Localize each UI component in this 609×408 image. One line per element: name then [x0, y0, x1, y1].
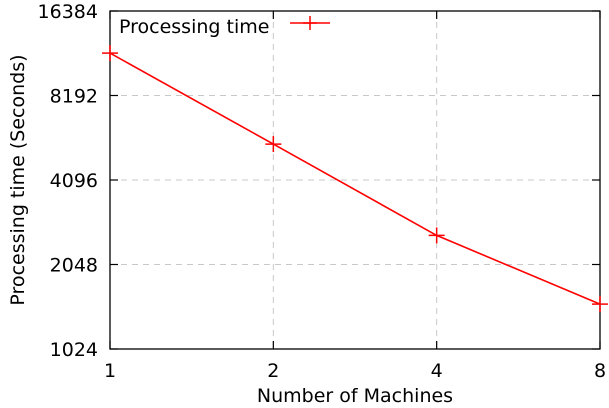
- grid-lines: [110, 11, 600, 349]
- data-point-marker: [265, 136, 282, 153]
- x-tick-label: 1: [104, 360, 116, 382]
- y-tick-label: 1024: [50, 339, 98, 361]
- x-axis-title: Number of Machines: [257, 385, 453, 407]
- data-point-marker: [428, 227, 445, 244]
- y-axis-title: Processing time (Seconds): [7, 54, 29, 305]
- x-tick-label: 8: [594, 360, 606, 382]
- y-tick-label: 8192: [50, 86, 98, 108]
- x-tick-labels: 1 2 4 8: [104, 360, 606, 382]
- tick-marks: [109, 10, 601, 350]
- y-tick-label: 2048: [50, 255, 98, 277]
- x-tick-label: 2: [267, 360, 279, 382]
- x-tick-label: 4: [431, 360, 443, 382]
- y-tick-label: 4096: [50, 170, 98, 192]
- data-point-marker: [102, 45, 118, 62]
- legend: Processing time: [119, 16, 330, 38]
- legend-label: Processing time: [119, 16, 269, 38]
- y-tick-labels: 1024 2048 4096 8192 16384: [38, 1, 98, 361]
- legend-marker: [303, 16, 317, 30]
- series-line: [109, 52, 601, 305]
- series-layer: [102, 45, 608, 313]
- y-tick-label: 16384: [38, 1, 98, 23]
- data-point-marker: [592, 296, 608, 313]
